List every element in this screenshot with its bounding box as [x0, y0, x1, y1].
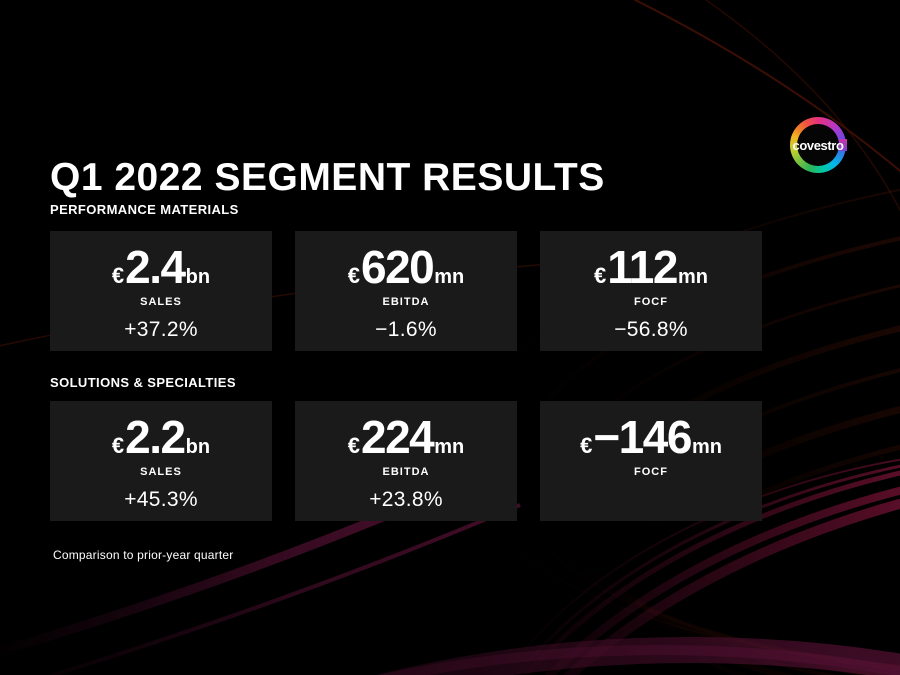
currency-symbol: €	[594, 263, 607, 288]
kpi-unit: mn	[434, 436, 465, 458]
covestro-logo-tab	[839, 139, 847, 151]
kpi-number: 2.2	[125, 411, 186, 463]
kpi-metric-label: EBITDA	[382, 466, 430, 478]
kpi-change-value: +23.8%	[369, 488, 443, 511]
kpi-card-ss-sales: € 2.2 bn SALES +45.3%	[50, 401, 272, 521]
kpi-metric-label: FOCF	[634, 466, 668, 478]
kpi-card-ss-focf: € −146 mn FOCF	[540, 401, 762, 521]
kpi-number: −146	[593, 411, 692, 463]
currency-symbol: €	[111, 263, 125, 288]
section-label-performance-materials: PERFORMANCE MATERIALS	[50, 202, 239, 217]
footnote: Comparison to prior-year quarter	[53, 548, 234, 562]
kpi-value: € 224 mn	[348, 414, 465, 460]
kpi-change-value: +45.3%	[124, 488, 198, 511]
card-row-solutions-specialties: € 2.2 bn SALES +45.3% € 224 mn EBITDA +2…	[50, 401, 762, 521]
kpi-unit: mn	[677, 266, 708, 288]
currency-symbol: €	[111, 433, 125, 458]
kpi-value: € 2.4 bn	[112, 244, 210, 290]
section-label-solutions-specialties: SOLUTIONS & SPECIALTIES	[50, 375, 236, 390]
kpi-card-pm-ebitda: € 620 mn EBITDA −1.6%	[295, 231, 517, 351]
kpi-change-value: −1.6%	[375, 318, 437, 341]
kpi-number: 2.4	[125, 241, 186, 293]
covestro-logo-center	[797, 124, 839, 166]
kpi-metric-label: EBITDA	[382, 296, 430, 308]
kpi-number: 224	[361, 411, 435, 463]
card-row-performance-materials: € 2.4 bn SALES +37.2% € 620 mn EBITDA −1…	[50, 231, 762, 351]
covestro-logo: covestro	[790, 117, 847, 173]
kpi-number: 620	[361, 241, 435, 293]
kpi-card-ss-ebitda: € 224 mn EBITDA +23.8%	[295, 401, 517, 521]
kpi-value: € 620 mn	[348, 244, 465, 290]
kpi-card-pm-focf: € 112 mn FOCF −56.8%	[540, 231, 762, 351]
kpi-card-pm-sales: € 2.4 bn SALES +37.2%	[50, 231, 272, 351]
kpi-metric-label: SALES	[140, 296, 182, 308]
kpi-change-value: −56.8%	[614, 318, 688, 341]
currency-symbol: €	[347, 263, 360, 288]
kpi-number: 112	[607, 241, 678, 293]
kpi-unit: bn	[185, 266, 211, 288]
currency-symbol: €	[347, 433, 360, 458]
kpi-metric-label: FOCF	[634, 296, 668, 308]
currency-symbol: €	[580, 433, 593, 458]
kpi-unit: bn	[185, 436, 211, 458]
kpi-value: € 112 mn	[594, 244, 708, 290]
covestro-logo-wordmark: covestro	[792, 137, 844, 153]
kpi-value: € −146 mn	[580, 414, 722, 460]
page-title: Q1 2022 SEGMENT RESULTS	[50, 156, 605, 200]
kpi-unit: mn	[434, 266, 465, 288]
kpi-value: € 2.2 bn	[112, 414, 210, 460]
kpi-unit: mn	[691, 436, 722, 458]
kpi-metric-label: SALES	[140, 466, 182, 478]
kpi-change-value: +37.2%	[124, 318, 198, 341]
